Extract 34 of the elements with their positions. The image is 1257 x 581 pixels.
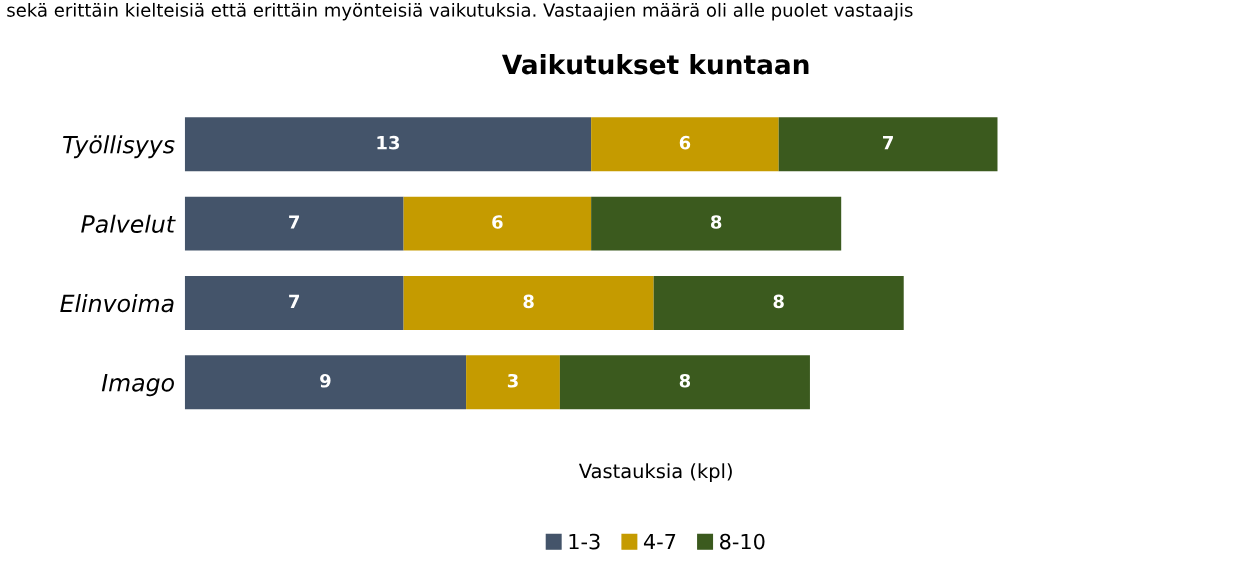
y-tick-label: Elinvoima: [60, 294, 174, 313]
bar: [778, 117, 998, 172]
bar: [591, 117, 779, 172]
legend-label: 4-7: [643, 533, 676, 550]
bar: [403, 275, 654, 330]
legend-label: 8-10: [720, 533, 765, 550]
data-label: 13: [377, 135, 400, 150]
data-label: 8: [710, 215, 722, 229]
data-label: 6: [679, 135, 691, 150]
data-label: 7: [289, 294, 300, 308]
bar: [184, 196, 404, 251]
y-tick-label: Työllisyys: [63, 135, 175, 159]
y-tick-label: Palvelut: [81, 214, 176, 233]
x-axis-title: Vastauksia (kpl): [578, 463, 732, 483]
chart-title: Vaikutukset kuntaan: [501, 53, 809, 75]
data-label: 7: [289, 215, 300, 229]
bar: [559, 355, 810, 410]
data-label: 7: [883, 136, 893, 150]
data-label: 8: [773, 294, 784, 309]
bar: [184, 355, 467, 410]
data-label: 6: [492, 215, 503, 229]
data-label: 8: [679, 373, 691, 388]
bar: [184, 117, 592, 172]
data-label: 8: [523, 294, 534, 309]
y-tick-label: Imago: [101, 374, 174, 397]
data-label: 3: [507, 373, 518, 388]
bar: [403, 196, 592, 251]
bar: [184, 275, 404, 330]
bar: [591, 196, 842, 251]
legend-label: 1-3: [569, 533, 600, 550]
text: sekä erittäin kielteisiä että erittäin myönteisiä vaikutuksia. Vastaajien määrä oli alle puolet vastaajis: [7, 2, 913, 21]
bar: [466, 355, 560, 410]
bar: [653, 275, 904, 330]
data-label: 9: [320, 373, 331, 388]
